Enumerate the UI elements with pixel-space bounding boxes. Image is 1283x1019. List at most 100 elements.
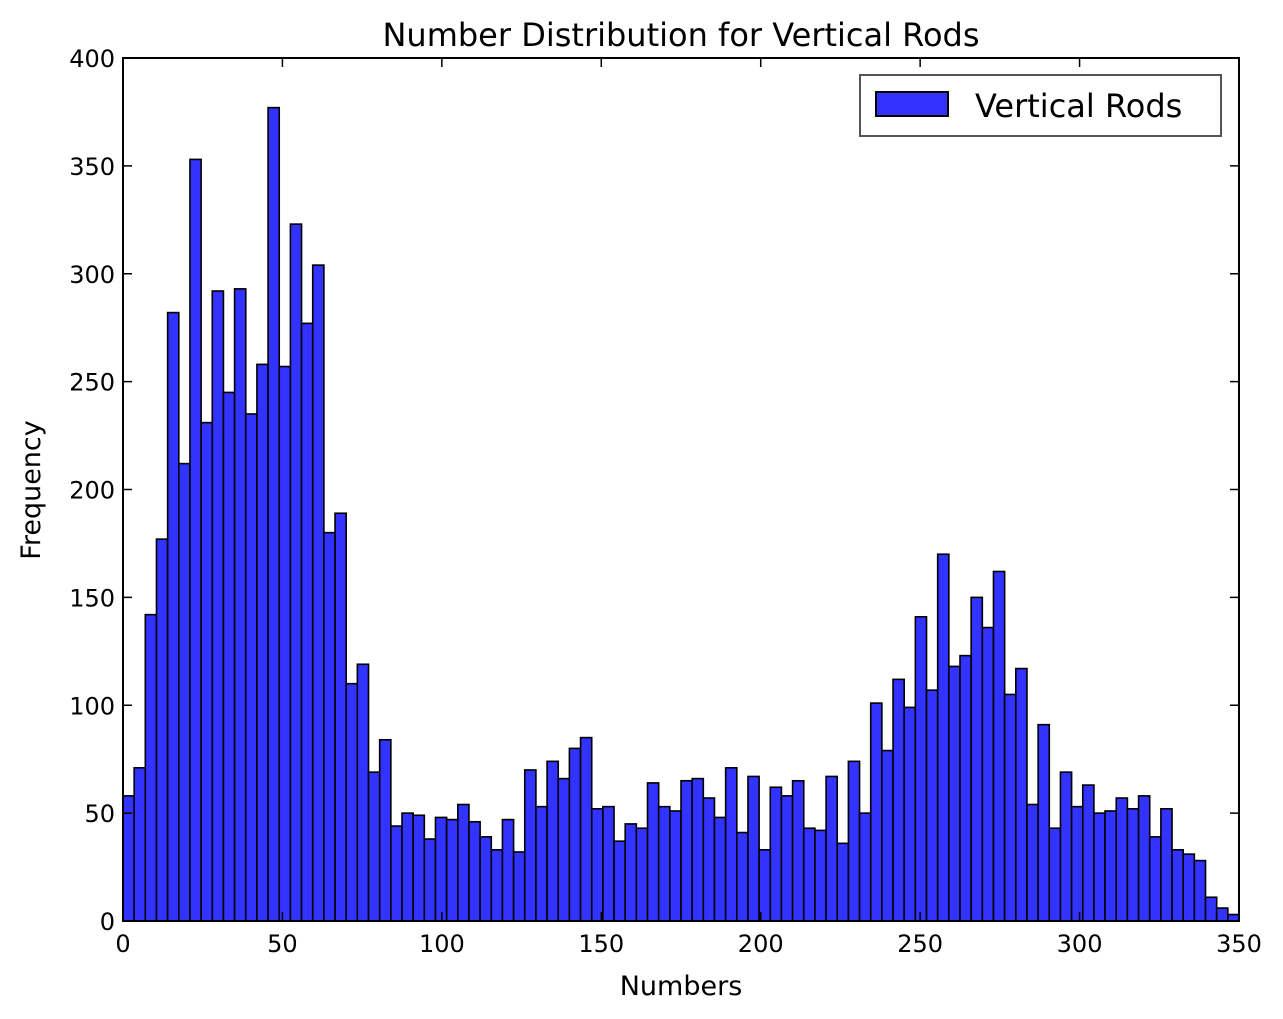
histogram-bar (936, 553, 950, 922)
histogram-bar (512, 851, 526, 922)
histogram-bar (189, 158, 202, 922)
x-tick-label: 50 (267, 930, 298, 958)
histogram-bar (635, 827, 649, 922)
histogram-bar (401, 812, 414, 922)
histogram-bar (1003, 693, 1017, 922)
histogram-bar (334, 512, 348, 922)
histogram-bar (323, 531, 336, 922)
histogram-bar (646, 782, 660, 922)
histogram-bar (669, 810, 682, 922)
y-tick-label: 0 (100, 908, 115, 936)
histogram-bar (423, 838, 437, 922)
histogram-bar (456, 803, 470, 922)
histogram-bar (758, 849, 772, 922)
histogram-bar (959, 654, 972, 922)
histogram-bar (1104, 810, 1118, 922)
histogram-bar (802, 827, 816, 922)
histogram-bar (133, 767, 147, 922)
histogram-bar (523, 769, 537, 922)
histogram-bar (289, 223, 303, 922)
histogram-bar (144, 613, 158, 922)
histogram-bar (1126, 808, 1140, 922)
histogram-bar (244, 413, 258, 922)
histogram-bar (367, 771, 381, 922)
histogram-bar (613, 840, 626, 922)
histogram-bar (1204, 896, 1218, 922)
y-tick-label: 150 (69, 584, 115, 612)
histogram-bar (211, 290, 225, 922)
histogram-bar (981, 626, 995, 922)
y-tick-label: 50 (84, 800, 115, 828)
histogram-bar (378, 738, 392, 922)
histogram-bar (579, 736, 593, 922)
histogram-bar (390, 825, 403, 922)
histogram-bar (557, 777, 571, 922)
histogram-bar (178, 462, 191, 922)
y-tick-label: 100 (69, 692, 115, 720)
histogram-bar (747, 775, 760, 922)
y-tick-label: 350 (69, 153, 115, 181)
histogram-bar (1115, 797, 1129, 922)
y-tick-label: 250 (69, 369, 115, 397)
histogram-bar (122, 795, 135, 922)
histogram-bar (311, 264, 325, 922)
chart-title: Number Distribution for Vertical Rods (382, 16, 979, 54)
histogram-bar (1215, 907, 1229, 922)
histogram-bar (1037, 723, 1051, 922)
histogram-bar (970, 596, 984, 922)
x-tick-label: 300 (1057, 930, 1103, 958)
histogram-bar (535, 805, 548, 922)
histogram-bar (858, 812, 872, 922)
legend-swatch (875, 91, 949, 117)
histogram-bar (992, 570, 1006, 922)
ticks-group: 0 50 100 150 200 250 300 350 0 50 100 150 200 250 300 3… (69, 45, 1262, 958)
histogram-bar (869, 702, 883, 922)
histogram-bar (847, 760, 861, 922)
histogram-bar (780, 795, 794, 922)
histogram-bar (200, 421, 214, 922)
histogram-bar (1093, 812, 1106, 922)
histogram-bar (434, 816, 448, 922)
y-axis-label: Frequency (16, 420, 47, 560)
histogram-bar (1193, 859, 1207, 922)
histogram-bar (724, 767, 738, 922)
histogram-bar (1137, 795, 1151, 922)
x-tick-label: 250 (897, 930, 943, 958)
histogram-bar (925, 689, 939, 922)
histogram-bar (903, 706, 917, 922)
histogram-bar (590, 808, 604, 922)
legend-label: Vertical Rods (975, 87, 1182, 125)
histogram-bar (1081, 784, 1095, 922)
y-tick-label: 200 (69, 477, 115, 505)
histogram-bar (948, 665, 961, 922)
histogram-bar (814, 829, 827, 922)
histogram-bar (791, 779, 805, 922)
histogram-bar (155, 538, 169, 922)
histogram-bar (624, 823, 638, 922)
x-tick-label: 200 (738, 930, 784, 958)
histogram-bar (602, 805, 615, 922)
histogram-bar (267, 106, 281, 922)
y-tick-label: 300 (69, 261, 115, 289)
x-axis-label: Numbers (620, 971, 743, 1002)
histogram-bar (233, 288, 247, 922)
histogram-bar (356, 663, 370, 922)
histogram-bar (1160, 808, 1173, 922)
histogram-bar (1048, 827, 1062, 922)
histogram-bar (769, 786, 783, 922)
histogram-bar (222, 391, 236, 922)
histogram-bar (445, 818, 459, 922)
histogram-bar (691, 777, 705, 922)
histogram-bar (702, 797, 716, 922)
legend: Vertical Rods (859, 74, 1222, 137)
histogram-bar (1148, 836, 1162, 922)
histogram-bar (345, 682, 359, 922)
histogram-bar (1070, 805, 1084, 922)
x-tick-label: 0 (115, 930, 130, 958)
x-tick-label: 100 (419, 930, 465, 958)
histogram-bar (256, 363, 269, 922)
histogram-bar (412, 814, 426, 922)
histogram-bar (713, 816, 727, 922)
histogram-bar (568, 747, 582, 922)
